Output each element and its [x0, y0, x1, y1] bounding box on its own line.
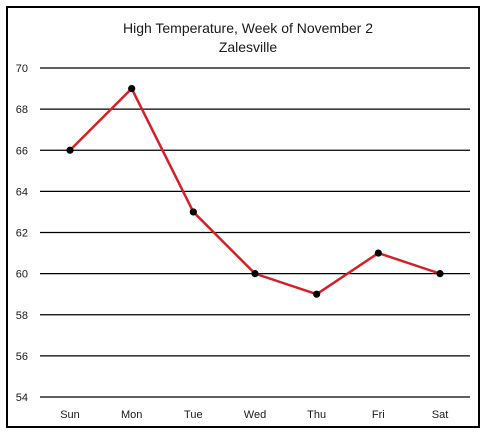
chart-frame: [6, 6, 480, 428]
x-tick-label: Fri: [372, 409, 385, 421]
chart-subtitle: Zalesville: [219, 39, 278, 55]
y-tick-label: 56: [16, 351, 28, 363]
y-tick-label: 54: [16, 392, 28, 404]
y-tick-label: 60: [16, 269, 28, 281]
y-tick-label: 58: [16, 310, 28, 322]
x-axis-ticks: Sun Mon Tue Wed Thu Fri Sat: [60, 409, 448, 421]
data-point: [251, 270, 259, 278]
x-tick-label: Wed: [244, 409, 266, 421]
y-tick-label: 70: [16, 63, 28, 75]
y-tick-label: 66: [16, 145, 28, 157]
data-point: [313, 290, 321, 298]
x-tick-label: Tue: [184, 409, 203, 421]
x-tick-label: Sun: [60, 409, 80, 421]
data-points: [66, 84, 444, 298]
x-tick-label: Mon: [121, 409, 142, 421]
data-point: [374, 249, 382, 257]
data-point: [189, 208, 197, 216]
chart-title: High Temperature, Week of November 2: [123, 20, 373, 36]
y-tick-label: 64: [16, 186, 28, 198]
data-point: [128, 84, 136, 93]
y-tick-label: 62: [16, 228, 28, 240]
data-point: [66, 146, 74, 154]
y-axis-ticks: 70 68 66 64 62 60 58 56 54: [16, 63, 28, 404]
x-tick-label: Sat: [432, 409, 449, 421]
y-tick-label: 68: [16, 104, 28, 116]
x-tick-label: Thu: [307, 409, 326, 421]
data-point: [436, 270, 444, 278]
